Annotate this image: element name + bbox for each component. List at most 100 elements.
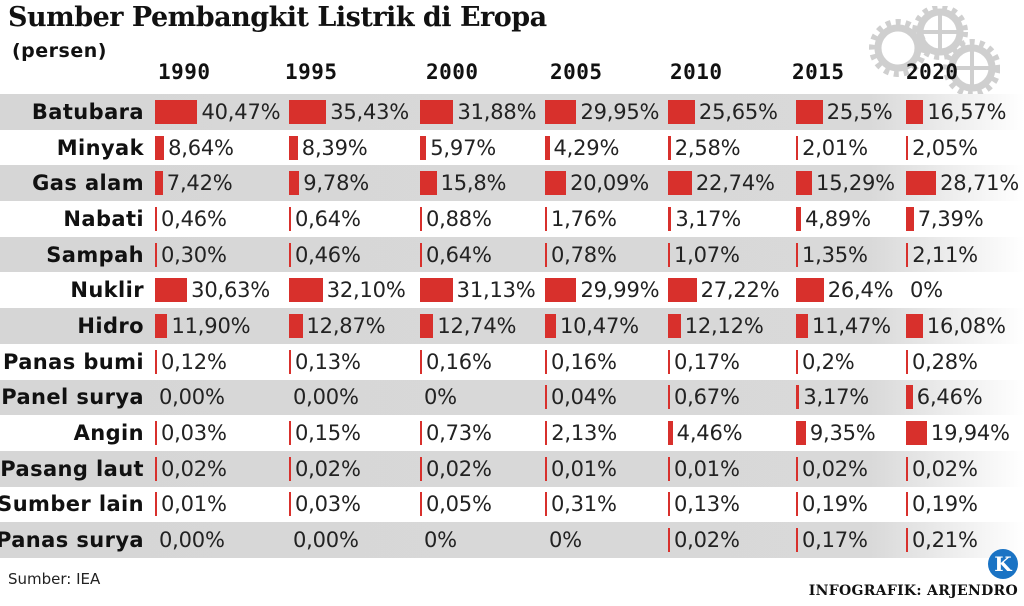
value-bar bbox=[906, 385, 913, 410]
value-cell: 0,02% bbox=[906, 451, 978, 487]
year-label: 2020 bbox=[906, 60, 959, 84]
value-cell: 30,63% bbox=[155, 272, 270, 308]
value-cell: 0,46% bbox=[155, 201, 227, 237]
value-bar bbox=[668, 206, 672, 231]
value-cell: 4,89% bbox=[796, 201, 871, 237]
value-cell: 0% bbox=[420, 522, 457, 558]
value-cell: 0% bbox=[545, 522, 582, 558]
value-label: 25,65% bbox=[698, 99, 778, 124]
value-bar bbox=[906, 349, 908, 374]
value-label: 12,74% bbox=[437, 313, 517, 338]
value-bar bbox=[668, 492, 670, 517]
value-label: 0,02% bbox=[912, 456, 978, 481]
value-bar bbox=[796, 206, 802, 231]
value-cell: 28,71% bbox=[906, 165, 1019, 201]
table-row: Batubara 40,47% 35,43% 31,88% 29,95% 25,65% 25… bbox=[0, 94, 1024, 130]
value-bar bbox=[155, 242, 157, 267]
value-cell: 0,2% bbox=[796, 344, 855, 380]
value-cell: 0,67% bbox=[668, 380, 740, 416]
value-cell: 0,02% bbox=[668, 522, 740, 558]
value-cell: 6,46% bbox=[906, 380, 983, 416]
value-label: 11,47% bbox=[812, 313, 891, 338]
value-bar bbox=[545, 349, 547, 374]
value-cell: 12,12% bbox=[668, 308, 764, 344]
value-label: 1,35% bbox=[802, 242, 868, 267]
value-label: 0,00% bbox=[159, 528, 225, 553]
value-label: 26,4% bbox=[827, 278, 894, 303]
value-cell: 19,94% bbox=[906, 415, 1010, 451]
value-cell: 2,13% bbox=[545, 415, 617, 451]
value-bar bbox=[668, 313, 681, 338]
value-bar bbox=[289, 456, 291, 481]
value-label: 16,57% bbox=[927, 99, 1007, 124]
value-label: 31,13% bbox=[456, 278, 536, 303]
value-bar bbox=[668, 349, 670, 374]
value-cell: 0,30% bbox=[155, 237, 227, 273]
value-label: 10,47% bbox=[559, 313, 639, 338]
value-bar bbox=[420, 171, 437, 196]
value-bar bbox=[668, 385, 670, 410]
value-bar bbox=[545, 171, 567, 196]
table-row: Panas bumi 0,12% 0,13% 0,16% 0,16% 0,17% 0,2% 0… bbox=[0, 344, 1024, 380]
value-cell: 15,29% bbox=[796, 165, 895, 201]
value-cell: 0,73% bbox=[420, 415, 492, 451]
value-label: 12,87% bbox=[306, 313, 386, 338]
value-label: 4,46% bbox=[676, 421, 743, 446]
value-bar bbox=[155, 349, 157, 374]
value-cell: 0,02% bbox=[420, 451, 492, 487]
value-cell: 0,78% bbox=[545, 237, 617, 273]
value-cell: 0% bbox=[420, 380, 457, 416]
row-label: Panas bumi bbox=[3, 349, 144, 374]
value-bar bbox=[796, 528, 798, 553]
value-label: 0% bbox=[424, 528, 457, 553]
value-cell: 27,22% bbox=[668, 272, 780, 308]
table-row: Sumber lain 0,01% 0,03% 0,05% 0,31% 0,13% 0,19… bbox=[0, 487, 1024, 523]
table-row: Panas surya 0,00% 0,00% 0% 0% 0,02% 0,17% 0,21% bbox=[0, 522, 1024, 558]
value-bar bbox=[289, 171, 300, 196]
value-bar bbox=[420, 456, 422, 481]
value-cell: 25,5% bbox=[796, 94, 893, 130]
value-cell: 0,02% bbox=[289, 451, 361, 487]
table-row: Nuklir 30,63% 32,10% 31,13% 29,99% 27,22% 26,4… bbox=[0, 272, 1024, 308]
value-cell: 0,04% bbox=[545, 380, 617, 416]
value-label: 0,03% bbox=[161, 421, 227, 446]
value-label: 0,12% bbox=[161, 349, 227, 374]
value-label: 31,88% bbox=[457, 99, 537, 124]
value-bar bbox=[545, 492, 547, 517]
value-label: 0,00% bbox=[159, 385, 225, 410]
value-bar bbox=[668, 99, 695, 124]
value-bar bbox=[545, 313, 556, 338]
value-bar bbox=[906, 456, 908, 481]
value-bar bbox=[668, 242, 670, 267]
value-bar bbox=[545, 99, 577, 124]
value-label: 0,46% bbox=[161, 206, 227, 231]
value-label: 0,02% bbox=[802, 456, 868, 481]
table-row: Angin 0,03% 0,15% 0,73% 2,13% 4,46% 9,35% 19,94… bbox=[0, 415, 1024, 451]
value-cell: 0,16% bbox=[545, 344, 617, 380]
value-bar bbox=[796, 135, 799, 160]
value-cell: 2,01% bbox=[796, 130, 868, 166]
value-label: 2,11% bbox=[912, 242, 978, 267]
value-cell: 10,47% bbox=[545, 308, 639, 344]
value-label: 25,5% bbox=[826, 99, 893, 124]
value-bar bbox=[668, 135, 671, 160]
value-cell: 2,58% bbox=[668, 130, 741, 166]
value-label: 1,76% bbox=[551, 206, 617, 231]
row-label: Nuklir bbox=[70, 278, 144, 303]
value-bar bbox=[796, 492, 798, 517]
value-label: 7,39% bbox=[917, 206, 984, 231]
value-bar bbox=[289, 135, 298, 160]
value-bar bbox=[420, 492, 422, 517]
value-bar bbox=[796, 421, 806, 446]
value-bar bbox=[906, 492, 908, 517]
value-label: 29,95% bbox=[580, 99, 660, 124]
value-cell: 20,09% bbox=[545, 165, 649, 201]
value-label: 0,17% bbox=[802, 528, 868, 553]
value-label: 2,58% bbox=[674, 135, 741, 160]
value-label: 0,19% bbox=[912, 492, 978, 517]
value-bar bbox=[289, 313, 303, 338]
value-label: 15,29% bbox=[816, 171, 895, 196]
credit-note: INFOGRAFIK: ARJENDRO bbox=[808, 583, 1018, 599]
row-label: Batubara bbox=[31, 99, 144, 124]
value-bar bbox=[289, 99, 327, 124]
